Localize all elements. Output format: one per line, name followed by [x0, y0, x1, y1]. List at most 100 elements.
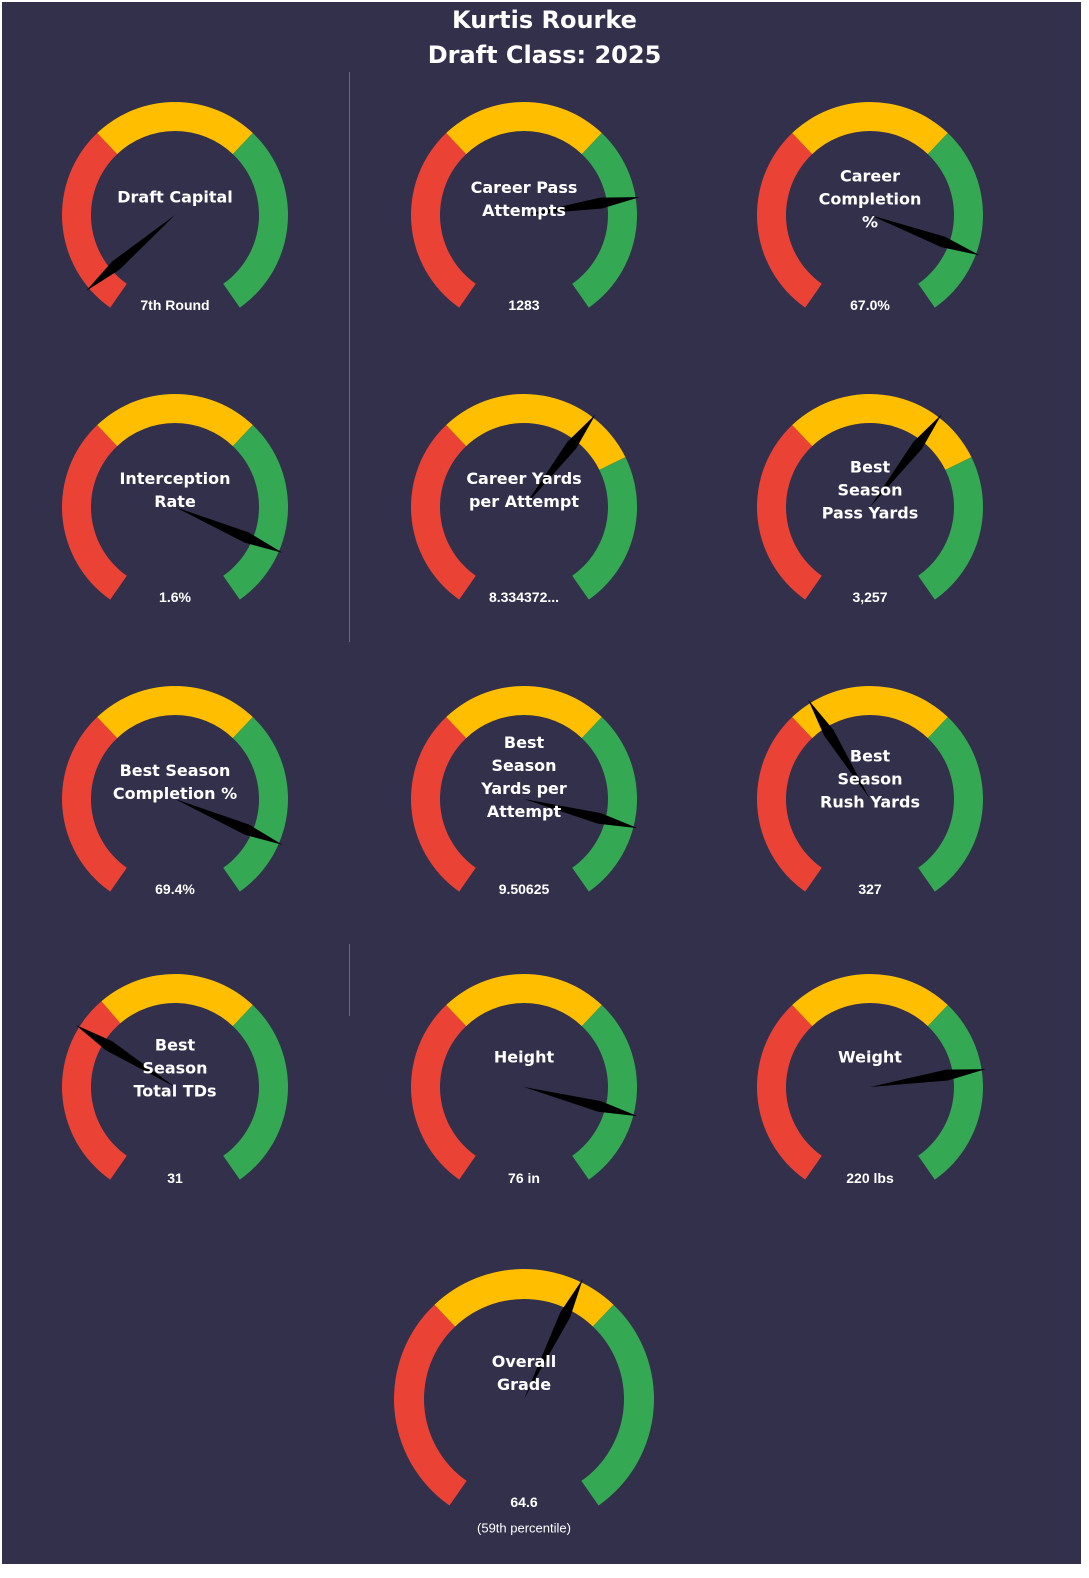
- gauge-value-career-completion: 67.0%: [850, 297, 890, 313]
- gauge-sublabel-overall-grade: (59th percentile): [477, 1520, 571, 1536]
- column-divider-bottom: [349, 944, 350, 1016]
- gauge-best-season-completion: [61, 686, 288, 892]
- gauge-band-high: [223, 425, 289, 600]
- gauge-band-mid: [446, 102, 602, 155]
- gauge-label-best-season-completion: Best Season Completion %: [112, 761, 238, 803]
- gauge-needle: [808, 699, 870, 799]
- gauge-label-best-season-total-tds: Best Season Total TDs: [133, 1035, 217, 1101]
- gauge-band-high: [581, 1304, 654, 1506]
- gauge-label-interception-rate: Interception Rate: [119, 469, 231, 511]
- gauge-needle: [870, 1069, 986, 1087]
- gauge-band-low: [62, 133, 127, 308]
- gauge-label-best-season-yards-per-attempt: Best Season Yards per Attempt: [481, 733, 567, 821]
- gauge-band-mid: [97, 394, 253, 447]
- gauge-label-best-season-pass-yards: Best Season Pass Yards: [821, 457, 919, 523]
- gauge-band-low: [61, 1001, 127, 1180]
- gauge-band-mid: [446, 393, 626, 470]
- gauge-needle: [86, 215, 175, 291]
- gauge-best-season-pass-yards: [757, 393, 983, 600]
- gauge-band-mid: [792, 686, 948, 739]
- gauge-interception-rate: [61, 394, 289, 600]
- gauge-band-high: [572, 717, 637, 892]
- gauge-needle: [524, 197, 640, 215]
- gauge-best-season-rush-yards: [757, 686, 983, 892]
- gauge-best-season-yards-per-attempt: [410, 686, 638, 892]
- gauge-value-best-season-rush-yards: 327: [858, 881, 882, 897]
- gauge-value-height: 76 in: [508, 1170, 540, 1186]
- gauge-band-low: [61, 717, 127, 892]
- gauge-label-career-yards-per-attempt: Career Yards per Attempt: [466, 469, 582, 511]
- gauge-label-height: Height: [493, 1047, 555, 1067]
- gauge-value-overall-grade: 64.6: [510, 1494, 538, 1510]
- gauge-band-low: [757, 1005, 822, 1180]
- gauge-band-high: [918, 1005, 983, 1180]
- gauge-draft-capital: [62, 102, 288, 308]
- gauge-band-low: [410, 425, 476, 600]
- gauge-needle: [524, 799, 638, 829]
- gauge-band-high: [223, 133, 288, 308]
- gauge-band-low: [757, 133, 822, 308]
- gauge-band-mid: [434, 1269, 614, 1327]
- gauge-label-weight: Weight: [838, 1047, 902, 1067]
- gauge-value-best-season-yards-per-attempt: 9.50625: [498, 881, 550, 897]
- gauge-needle: [524, 414, 596, 507]
- gauge-best-season-total-tds: [61, 974, 289, 1180]
- gauge-label-career-pass-attempts: Career Pass Attempts: [470, 178, 578, 220]
- player-name: Kurtis Rourke: [452, 6, 637, 34]
- column-divider-top: [349, 72, 350, 642]
- gauge-value-best-season-completion: 69.4%: [155, 881, 195, 897]
- gauge-career-yards-per-attempt: [410, 393, 637, 600]
- gauge-value-career-yards-per-attempt: 8.334372...: [488, 589, 560, 605]
- gauge-career-completion: [757, 102, 983, 308]
- gauge-band-mid: [97, 102, 253, 155]
- gauge-band-mid: [792, 102, 948, 155]
- gauge-band-high: [918, 717, 983, 892]
- gauge-career-pass-attempts: [411, 102, 640, 308]
- gauge-band-high: [918, 133, 983, 308]
- gauge-band-high: [918, 457, 983, 600]
- gauge-needle: [524, 1278, 583, 1399]
- gauge-band-mid: [792, 974, 948, 1027]
- gauge-weight: [757, 974, 986, 1180]
- gauge-band-low: [757, 717, 822, 892]
- gauge-value-career-pass-attempts: 1283: [508, 297, 540, 313]
- draft-class: Draft Class: 2025: [427, 41, 662, 69]
- gauge-needle: [870, 215, 980, 256]
- gauge-band-low: [410, 717, 476, 892]
- gauge-band-low: [410, 1005, 476, 1180]
- gauge-band-low: [61, 425, 127, 600]
- gauge-needle: [870, 414, 942, 507]
- gauge-band-mid: [792, 393, 972, 470]
- gauge-band-high: [572, 457, 637, 600]
- gauge-band-low: [411, 133, 476, 308]
- gauge-label-overall-grade: Overall Grade: [491, 1352, 557, 1394]
- gauge-needle: [75, 1024, 175, 1087]
- gauge-value-draft-capital: 7th Round: [140, 297, 210, 313]
- gauge-value-weight: 220 lbs: [846, 1170, 894, 1186]
- gauge-band-mid: [446, 973, 602, 1027]
- gauge-band-mid: [446, 686, 602, 739]
- gauge-band-high: [223, 1005, 289, 1180]
- gauge-height: [410, 973, 638, 1180]
- gauge-label-best-season-rush-yards: Best Season Rush Yards: [820, 746, 920, 812]
- gauge-band-mid: [101, 974, 253, 1027]
- gauge-value-interception-rate: 1.6%: [159, 589, 191, 605]
- gauge-label-draft-capital: Draft Capital: [117, 187, 233, 207]
- gauge-band-low: [394, 1304, 467, 1506]
- gauge-band-mid: [97, 686, 253, 739]
- gauge-band-high: [223, 717, 288, 892]
- gauge-needle: [175, 799, 283, 845]
- gauge-label-career-completion: Career Completion %: [818, 166, 922, 232]
- gauge-value-best-season-pass-yards: 3,257: [852, 589, 888, 605]
- gauge-band-high: [572, 1005, 638, 1180]
- gauge-band-high: [572, 133, 637, 308]
- gauge-band-low: [757, 425, 822, 600]
- gauge-needle: [175, 507, 283, 553]
- gauge-needle: [524, 1087, 638, 1117]
- gauge-overall-grade: [394, 1269, 654, 1506]
- gauge-value-best-season-total-tds: 31: [167, 1170, 183, 1186]
